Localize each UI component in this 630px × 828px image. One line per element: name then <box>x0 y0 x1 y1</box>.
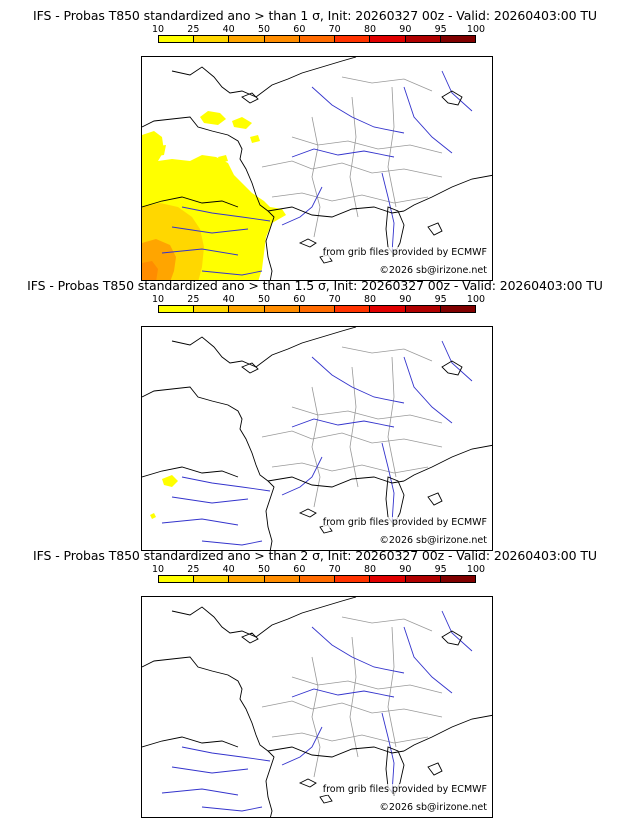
colorbar-swatch <box>335 306 371 312</box>
map-svg <box>142 327 492 550</box>
colorbar-swatch <box>264 576 300 582</box>
colorbar-tick-label: 95 <box>434 564 447 575</box>
admin-borders <box>261 616 443 778</box>
colorbar-swatch <box>194 306 230 312</box>
colorbar-tick-label: 90 <box>399 564 412 575</box>
panel-title: IFS - Probas T850 standardized ano > tha… <box>27 278 603 293</box>
colorbar: 10 25 40 50 60 70 80 90 95 100 <box>152 564 485 592</box>
colorbar-tick-label: 50 <box>257 564 271 575</box>
colorbar-swatch <box>335 576 371 582</box>
colorbar-swatch <box>299 576 336 582</box>
colorbar-swatch <box>335 36 371 42</box>
rivers <box>161 340 473 546</box>
colorbar-tick-label: 60 <box>293 294 306 305</box>
colorbar-tick-label: 95 <box>434 24 447 35</box>
colorbar-tick-label: 10 <box>151 294 165 305</box>
map-panel-2: IFS - Probas T850 standardized ano > tha… <box>0 278 630 551</box>
colorbar: 10 25 40 50 60 70 80 90 95 100 <box>152 24 485 52</box>
colorbar-tick-label: 25 <box>187 564 200 575</box>
map-svg <box>142 57 492 280</box>
admin-borders <box>261 346 443 508</box>
copyright-text: ©2026 sb@irizone.net <box>379 535 487 546</box>
colorbar-tick-label: 100 <box>466 24 486 35</box>
map-svg <box>142 597 492 817</box>
colorbar-tick-label: 10 <box>151 24 165 35</box>
rivers <box>161 70 473 276</box>
colorbar-tick-label: 80 <box>363 24 377 35</box>
colorbar-tick-label: 40 <box>222 294 235 305</box>
colorbar-swatch <box>440 576 475 582</box>
colorbar-swatches <box>158 305 476 313</box>
colorbar-tick-label: 50 <box>257 294 271 305</box>
colorbar-tick-label: 25 <box>187 24 200 35</box>
colorbar-tick-label: 60 <box>293 24 306 35</box>
colorbar-ticks: 10 25 40 50 60 70 80 90 95 100 <box>152 24 485 35</box>
colorbar-swatch <box>440 36 475 42</box>
colorbar-swatch <box>159 576 195 582</box>
map-panel-1: IFS - Probas T850 standardized ano > tha… <box>0 8 630 281</box>
map-area: from grib files provided by ECMWF ©2026 … <box>141 596 493 818</box>
colorbar-tick-label: 60 <box>293 564 306 575</box>
colorbar-swatches <box>158 35 476 43</box>
coastline <box>142 597 492 817</box>
colorbar-tick-label: 90 <box>399 24 412 35</box>
colorbar-ticks: 10 25 40 50 60 70 80 90 95 100 <box>152 294 485 305</box>
source-credit: from grib files provided by ECMWF <box>322 517 487 528</box>
colorbar-swatch <box>299 36 336 42</box>
colorbar: 10 25 40 50 60 70 80 90 95 100 <box>152 294 485 322</box>
colorbar-swatch <box>264 36 300 42</box>
colorbar-swatches <box>158 575 476 583</box>
colorbar-tick-label: 100 <box>466 564 486 575</box>
colorbar-tick-label: 10 <box>151 564 165 575</box>
colorbar-swatch <box>405 576 441 582</box>
colorbar-swatch <box>229 36 265 42</box>
colorbar-swatch <box>370 36 406 42</box>
colorbar-swatch <box>440 306 475 312</box>
colorbar-swatch <box>264 306 300 312</box>
panel-title: IFS - Probas T850 standardized ano > tha… <box>33 8 597 23</box>
colorbar-tick-label: 80 <box>363 564 377 575</box>
colorbar-tick-label: 25 <box>187 294 200 305</box>
probability-shading <box>150 475 178 519</box>
colorbar-tick-label: 70 <box>328 24 341 35</box>
colorbar-swatch <box>229 576 265 582</box>
colorbar-tick-label: 50 <box>257 24 271 35</box>
colorbar-swatch <box>194 576 230 582</box>
admin-borders <box>261 76 443 238</box>
source-credit: from grib files provided by ECMWF <box>322 784 487 795</box>
source-credit: from grib files provided by ECMWF <box>322 247 487 258</box>
colorbar-tick-label: 90 <box>399 294 412 305</box>
colorbar-swatch <box>194 36 230 42</box>
map-area: from grib files provided by ECMWF ©2026 … <box>141 326 493 551</box>
colorbar-tick-label: 40 <box>222 24 235 35</box>
panel-title: IFS - Probas T850 standardized ano > tha… <box>33 548 597 563</box>
colorbar-tick-label: 80 <box>363 294 377 305</box>
colorbar-ticks: 10 25 40 50 60 70 80 90 95 100 <box>152 564 485 575</box>
colorbar-swatch <box>159 36 195 42</box>
colorbar-tick-label: 70 <box>328 294 341 305</box>
colorbar-swatch <box>370 306 406 312</box>
copyright-text: ©2026 sb@irizone.net <box>379 802 487 813</box>
copyright-text: ©2026 sb@irizone.net <box>379 265 487 276</box>
colorbar-swatch <box>405 36 441 42</box>
map-panel-3: IFS - Probas T850 standardized ano > tha… <box>0 548 630 818</box>
colorbar-swatch <box>405 306 441 312</box>
probability-shading <box>142 111 286 280</box>
colorbar-swatch <box>370 576 406 582</box>
colorbar-tick-label: 100 <box>466 294 486 305</box>
colorbar-tick-label: 40 <box>222 564 235 575</box>
colorbar-swatch <box>159 306 195 312</box>
map-area: from grib files provided by ECMWF ©2026 … <box>141 56 493 281</box>
colorbar-swatch <box>229 306 265 312</box>
rivers <box>161 610 473 812</box>
colorbar-tick-label: 95 <box>434 294 447 305</box>
colorbar-swatch <box>299 306 336 312</box>
colorbar-tick-label: 70 <box>328 564 341 575</box>
